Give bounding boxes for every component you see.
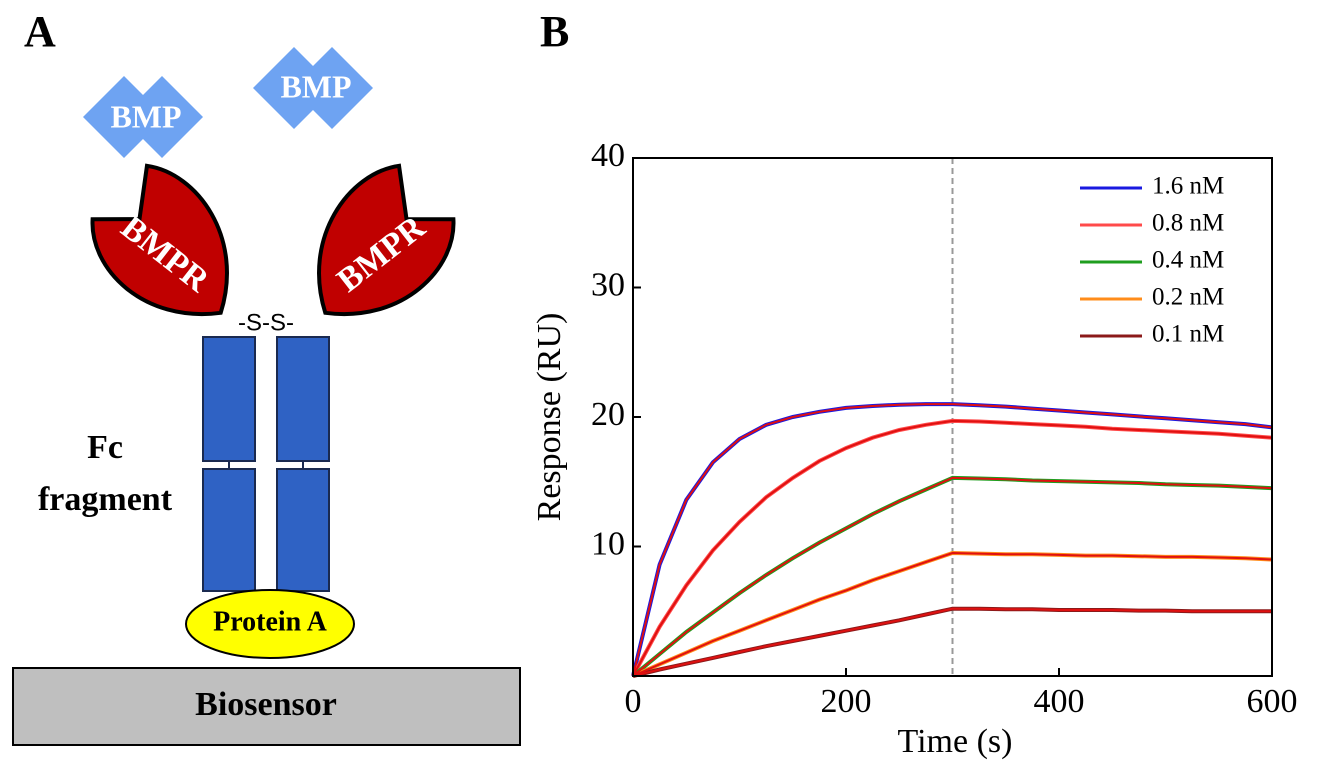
panel-label: B <box>540 7 569 56</box>
x-axis-label: Time (s) <box>898 723 1013 760</box>
plot: 0 200 400 600 10 20 30 40 1.6 nM 0.8 nM 0.4 nM 0.2 … <box>591 137 1298 720</box>
ligand: BMP <box>82 75 204 159</box>
fc-fragment <box>202 336 330 592</box>
panel-label: A <box>24 7 56 56</box>
disulfide-label: -S-S- <box>238 309 294 336</box>
fit-line <box>632 419 1273 677</box>
x-tick-label: 600 <box>1247 683 1298 720</box>
legend-label: 0.4 nM <box>1152 247 1224 274</box>
data-line <box>631 475 1273 678</box>
legend-label: 0.1 nM <box>1152 321 1224 348</box>
protein-label: Protein A <box>213 606 328 637</box>
receptor: BMPR <box>90 163 229 317</box>
protein-a <box>185 589 355 659</box>
biosensor <box>12 667 521 746</box>
fc-label: fragment <box>38 481 173 518</box>
x-tick-label: 400 <box>1034 683 1085 720</box>
legend-label: 0.8 nM <box>1152 210 1224 237</box>
fc-label: Fc <box>87 429 123 466</box>
legend-label: 1.6 nM <box>1152 173 1224 200</box>
legend-label: 0.2 nM <box>1152 284 1224 311</box>
x-tick-label: 0 <box>625 683 642 720</box>
fit-line <box>632 476 1273 677</box>
ligand: BMP <box>252 46 374 130</box>
receptor: BMPR <box>317 163 456 317</box>
y-tick-label: 20 <box>591 396 625 433</box>
y-tick-label: 10 <box>591 525 625 562</box>
ligand-label: BMP <box>110 98 181 134</box>
fit-line <box>632 607 1272 677</box>
y-axis-label: Response (RU) <box>531 313 568 522</box>
fit-line <box>632 551 1273 677</box>
y-tick-label: 30 <box>591 266 625 303</box>
plot-frame <box>632 157 1273 677</box>
biosensor-label: Biosensor <box>195 686 337 723</box>
fit-line <box>632 403 1273 677</box>
y-tick-label: 40 <box>591 137 625 174</box>
x-tick-label: 200 <box>821 683 872 720</box>
ligand-label: BMP <box>280 68 351 104</box>
